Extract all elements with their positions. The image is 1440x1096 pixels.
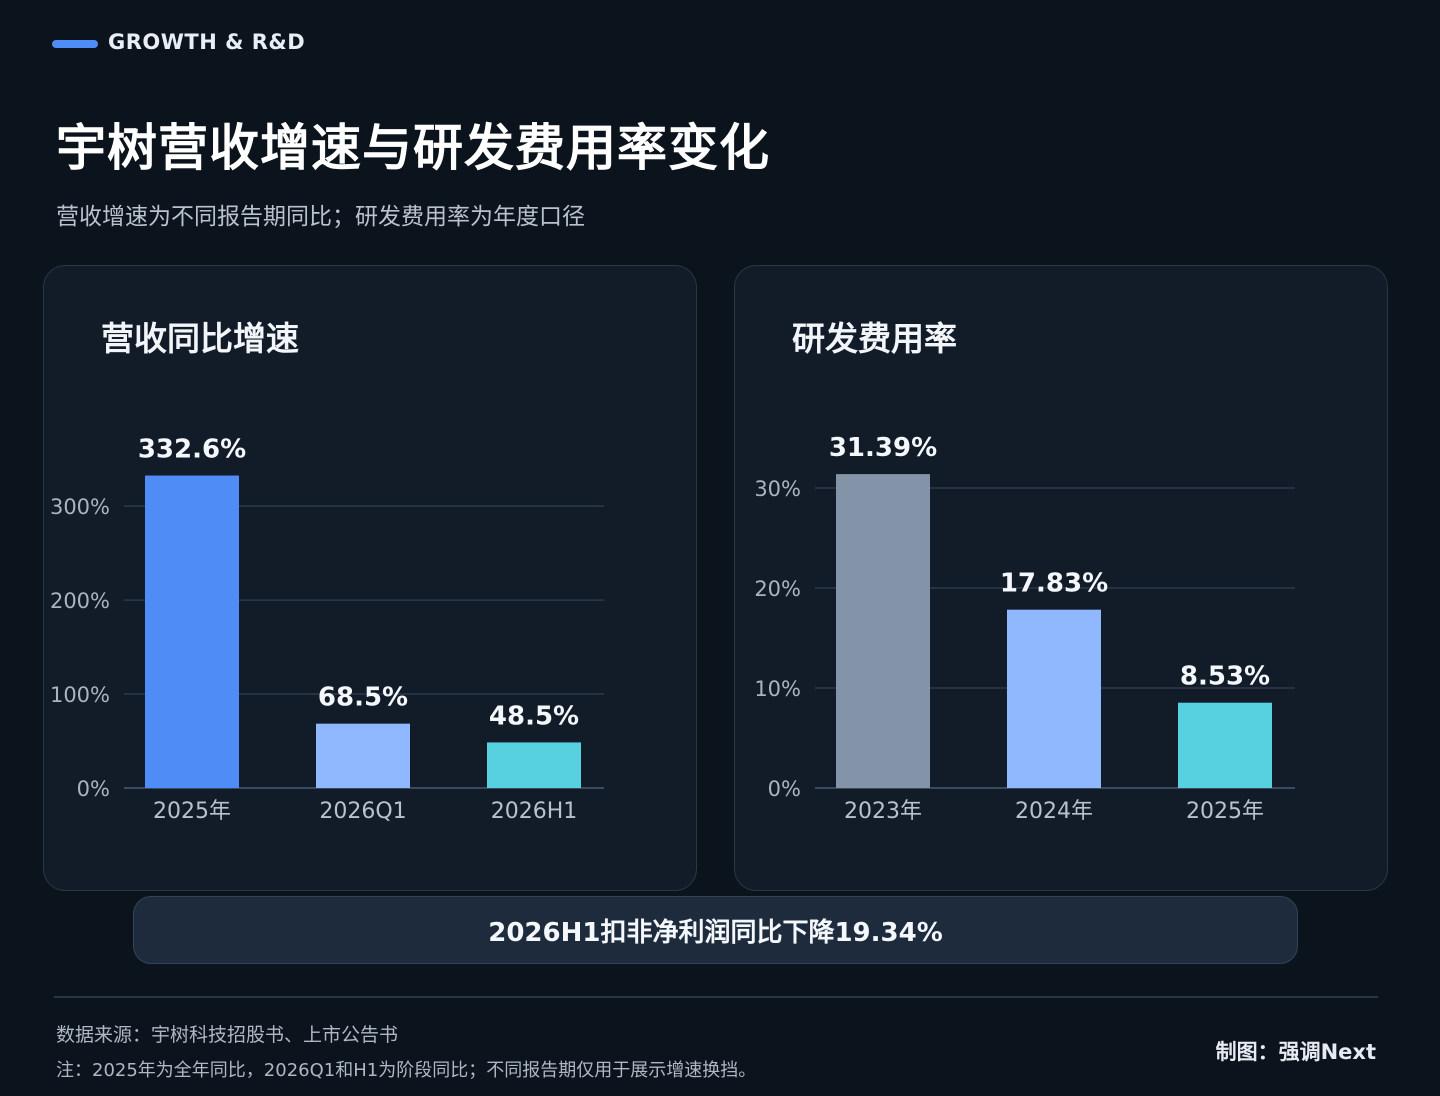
bar: [145, 475, 239, 788]
y-tick-label: 200%: [50, 589, 110, 613]
chart-credit: 制图：强调Next: [1215, 1040, 1376, 1064]
x-category-label: 2025年: [153, 799, 231, 824]
bar-value-label: 31.39%: [829, 433, 937, 463]
rd-expense-title: 研发费用率: [792, 319, 957, 358]
x-category-label: 2024年: [1015, 799, 1093, 824]
bar-value-label: 48.5%: [489, 701, 579, 731]
tag-accent-bar: [52, 40, 98, 48]
footnote: 注：2025年为全年同比，2026Q1和H1为阶段同比；不同报告期仅用于展示增速…: [56, 1060, 757, 1081]
section-tag: GROWTH & R&D: [108, 30, 306, 54]
bar: [836, 474, 930, 788]
y-tick-label: 0%: [77, 777, 110, 801]
bar: [1178, 702, 1272, 788]
page-subtitle: 营收增速为不同报告期同比；研发费用率为年度口径: [56, 204, 585, 230]
profit-callout: 2026H1扣非净利润同比下降19.34%: [133, 896, 1298, 964]
bar: [316, 723, 410, 788]
rd-expense-panel: 0% 10% 20% 30% 31.39% 2023年 17.83% 2024年 8.53% 20…: [734, 265, 1388, 891]
y-tick-label: 30%: [754, 477, 801, 501]
bar-value-label: 8.53%: [1180, 662, 1270, 692]
x-category-label: 2023年: [844, 799, 922, 824]
bar: [487, 742, 581, 788]
x-category-label: 2026Q1: [319, 799, 406, 824]
bar: [1007, 609, 1101, 788]
bar-value-label: 332.6%: [138, 435, 246, 465]
x-category-label: 2026H1: [491, 799, 578, 824]
revenue-growth-title: 营收同比增速: [101, 319, 299, 358]
bar-value-label: 17.83%: [1000, 569, 1108, 599]
bar-value-label: 68.5%: [318, 683, 408, 713]
y-tick-label: 20%: [754, 577, 801, 601]
footer-divider: [54, 996, 1378, 998]
data-source: 数据来源：宇树科技招股书、上市公告书: [56, 1024, 399, 1046]
y-tick-label: 10%: [754, 677, 801, 701]
page-title: 宇树营收增速与研发费用率变化: [56, 119, 770, 177]
rd-expense-chart: 0% 10% 20% 30% 31.39% 2023年 17.83% 2024年 8.53% 20…: [754, 433, 1295, 824]
revenue-growth-chart: 0% 100% 200% 300% 332.6% 2025年 68.5% 2026Q1 48.5…: [50, 435, 604, 824]
revenue-growth-panel: 0% 100% 200% 300% 332.6% 2025年 68.5% 2026Q1 48.5…: [43, 265, 697, 891]
x-category-label: 2025年: [1186, 799, 1264, 824]
y-tick-label: 0%: [768, 777, 801, 801]
y-tick-label: 300%: [50, 495, 110, 519]
y-tick-label: 100%: [50, 683, 110, 707]
